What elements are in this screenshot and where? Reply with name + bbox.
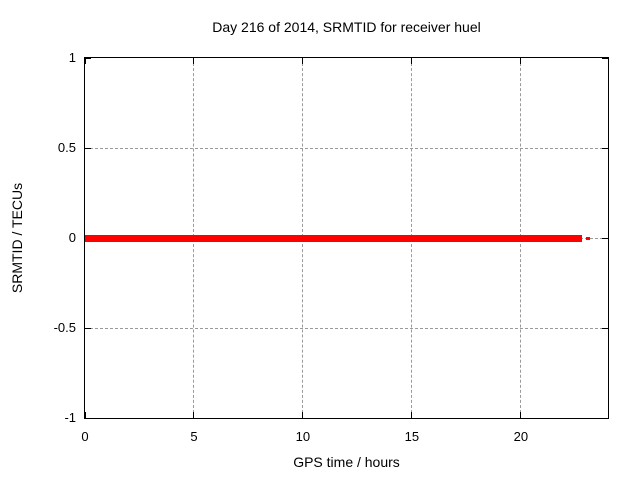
chart-title: Day 216 of 2014, SRMTID for receiver hue… [212, 19, 481, 35]
x-tick-label: 5 [190, 429, 198, 444]
y-tick-label: 0 [68, 230, 76, 245]
x-tick-label: 20 [513, 429, 529, 444]
x-tick-bottom [84, 412, 86, 418]
x-tick-label: 10 [295, 429, 311, 444]
x-tick-label: 15 [404, 429, 420, 444]
plot-area: 0 5 10 15 20 -1 -0.5 0 0.5 1 [54, 50, 609, 444]
y-tick-left [85, 57, 91, 59]
x-tick-label: 0 [81, 429, 89, 444]
x-axis-label: GPS time / hours [293, 454, 400, 470]
gridline-horizontal [85, 327, 608, 329]
series-line-srmtid [85, 234, 583, 242]
y-tick-right [602, 417, 608, 419]
y-tick-label: 0.5 [57, 140, 76, 155]
y-tick-left [85, 147, 91, 149]
series-line-srmtid [585, 236, 591, 240]
y-tick-right [602, 237, 608, 239]
x-tick-bottom [520, 412, 522, 418]
x-tick-bottom [302, 412, 304, 418]
x-tick-top [520, 58, 522, 64]
x-tick-top [302, 58, 304, 64]
x-tick-top [411, 58, 413, 64]
x-tick-bottom [193, 412, 195, 418]
x-tick-top [193, 58, 195, 64]
y-tick-label: -0.5 [53, 320, 76, 335]
x-tick-top [84, 58, 86, 64]
y-tick-right [602, 147, 608, 149]
y-tick-label: 1 [68, 50, 76, 65]
y-tick-right [602, 57, 608, 59]
y-tick-left [85, 417, 91, 419]
y-tick-right [602, 327, 608, 329]
y-tick-left [85, 327, 91, 329]
x-tick-bottom [411, 412, 413, 418]
y-tick-label: -1 [64, 410, 76, 425]
gridline-horizontal [85, 147, 608, 149]
